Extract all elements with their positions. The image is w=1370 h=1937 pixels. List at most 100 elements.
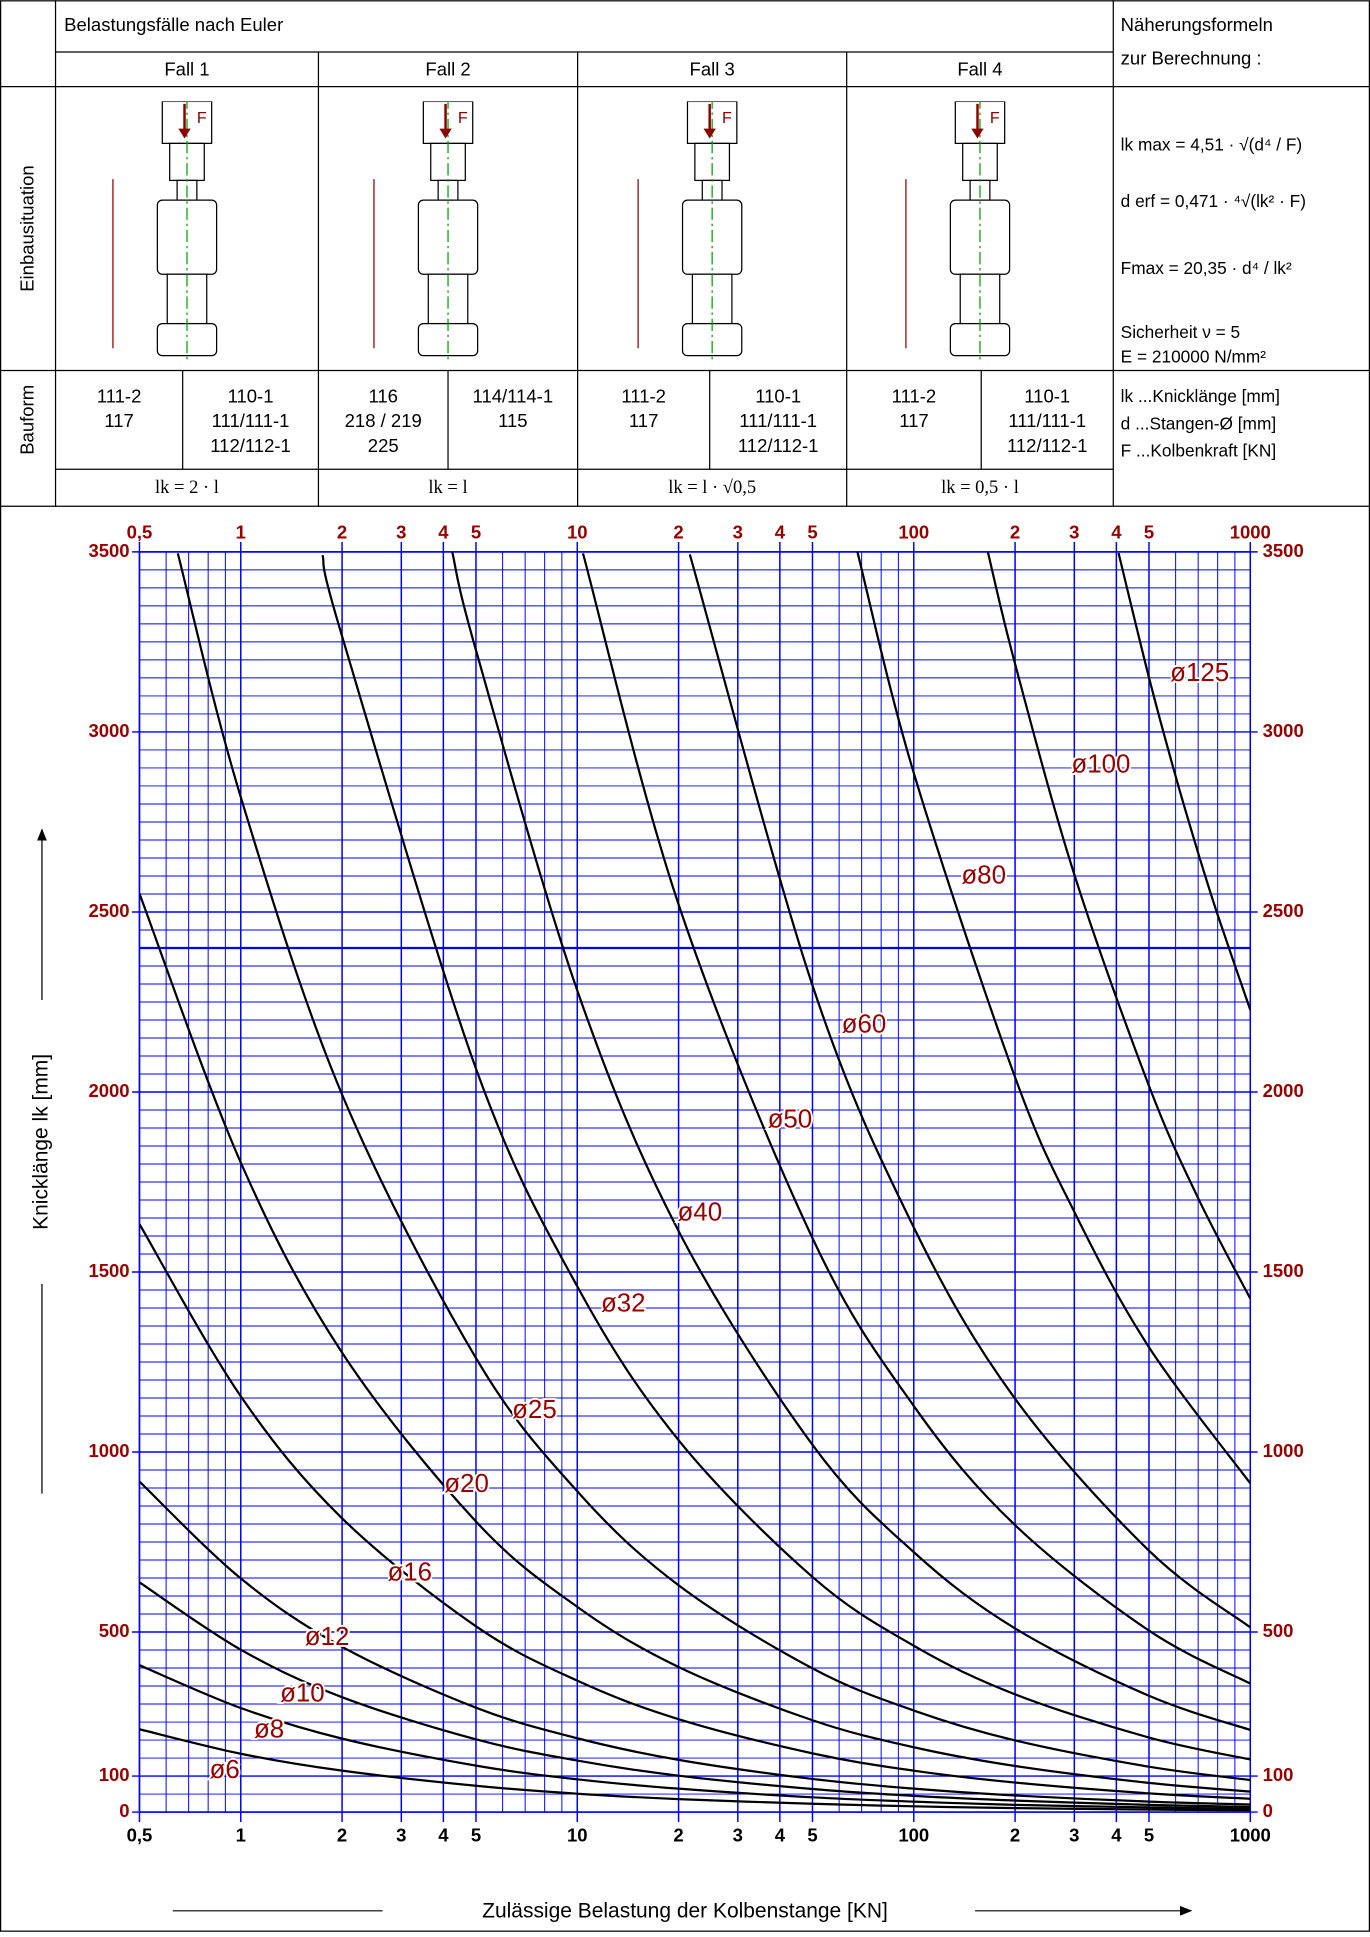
- curve-label: ø125: [1170, 659, 1229, 687]
- x-tick-label: 4: [775, 1825, 786, 1846]
- curve: [139, 1223, 1251, 1800]
- y-tick-label: 500: [99, 1620, 130, 1641]
- curve-label: ø16: [387, 1559, 432, 1587]
- cylinder-drawing: [950, 96, 1009, 360]
- row-label: Bauform: [16, 385, 37, 455]
- force-label: F: [458, 109, 468, 127]
- y-tick-label: 1000: [1263, 1440, 1304, 1461]
- curve: [321, 554, 1251, 1761]
- design-code: 111/111-1: [1008, 410, 1086, 431]
- formula: lk max = 4,51 · √(d⁴ / F): [1121, 134, 1302, 154]
- curve: [139, 1480, 1251, 1806]
- x-tick-label: 0,5: [127, 521, 153, 542]
- case-label: Fall 1: [164, 58, 209, 79]
- y-tick-label: 3000: [88, 720, 129, 741]
- curve-label: ø10: [280, 1680, 325, 1708]
- y-tick-label: 2000: [88, 1080, 129, 1101]
- cylinder-drawing: [157, 96, 216, 360]
- curve: [986, 551, 1251, 1300]
- x-tick-label: 2: [337, 1825, 347, 1846]
- y-tick-label: 0: [1263, 1800, 1273, 1821]
- design-code: 115: [498, 410, 528, 431]
- curve: [688, 554, 1251, 1629]
- formula: Fmax = 20,35 · d⁴ / lk²: [1121, 258, 1292, 278]
- force-label: F: [990, 109, 1000, 127]
- x-tick-label: 3: [733, 521, 743, 542]
- x-tick-label: 3: [733, 1825, 743, 1846]
- x-tick-label: 1: [236, 521, 246, 542]
- x-tick-label: 2: [1010, 521, 1020, 542]
- design-code: 110-1: [1024, 386, 1070, 407]
- x-tick-label: 4: [775, 521, 786, 542]
- x-tick-label: 100: [898, 521, 929, 542]
- x-tick-label: 1: [236, 1825, 246, 1846]
- x-tick-label: 10: [567, 1825, 588, 1846]
- design-code: 112/112-1: [1007, 435, 1088, 456]
- design-code: 111/111-1: [212, 410, 290, 431]
- curve-label: ø40: [677, 1198, 722, 1226]
- x-tick-label: 3: [1069, 1825, 1079, 1846]
- design-code: 110-1: [228, 386, 274, 407]
- design-code: 111/111-1: [739, 410, 817, 431]
- curve: [139, 893, 1251, 1793]
- design-code: 117: [899, 410, 929, 431]
- row-label: Einbausituation: [16, 165, 37, 292]
- curve: [581, 553, 1251, 1685]
- lk-formula: lk = l: [428, 478, 467, 498]
- formula: d erf = 0,471 · ⁴√(lk² · F): [1121, 191, 1306, 211]
- x-tick-label: 1000: [1230, 1825, 1271, 1846]
- design-code: 110-1: [755, 386, 801, 407]
- curve: [1117, 552, 1251, 1011]
- design-code: 112/112-1: [210, 435, 291, 456]
- y-tick-label: 0: [119, 1800, 129, 1821]
- design-code: 117: [104, 410, 134, 431]
- curve-label: ø50: [768, 1106, 813, 1134]
- x-tick-label: 2: [337, 521, 347, 542]
- lk-formula: lk = l · √0,5: [668, 478, 756, 498]
- x-tick-label: 5: [1144, 1825, 1154, 1846]
- design-code: 218 / 219: [345, 410, 422, 431]
- design-code: 111-2: [892, 386, 937, 407]
- lk-formula: lk = 0,5 · l: [941, 478, 1019, 498]
- x-tick-label: 5: [807, 1825, 817, 1846]
- curve: [451, 551, 1251, 1732]
- curve-label: ø8: [254, 1715, 284, 1743]
- x-tick-label: 10: [567, 521, 588, 542]
- cylinder-drawing: [683, 96, 742, 360]
- x-tick-label: 4: [1111, 1825, 1122, 1846]
- curve: [139, 1581, 1251, 1809]
- x-axis-label: Zulässige Belastung der Kolbenstange [KN…: [482, 1900, 888, 1923]
- note: lk ...Knicklänge [mm]: [1121, 386, 1280, 406]
- x-tick-label: 3: [1069, 521, 1079, 542]
- design-code: 111-2: [97, 386, 142, 407]
- x-tick-label: 100: [898, 1825, 929, 1846]
- side-title: Näherungsformeln: [1121, 14, 1273, 35]
- case-label: Fall 3: [690, 58, 735, 79]
- curve-label: ø20: [444, 1470, 489, 1498]
- x-tick-label: 2: [673, 521, 683, 542]
- curve: [856, 551, 1251, 1485]
- side-title: zur Berechnung :: [1121, 47, 1262, 68]
- curve-label: ø25: [512, 1396, 557, 1424]
- x-tick-label: 5: [807, 521, 817, 542]
- y-tick-label: 3500: [1263, 540, 1304, 561]
- x-tick-label: 4: [438, 521, 449, 542]
- force-label: F: [722, 109, 732, 127]
- design-code: 116: [368, 386, 398, 407]
- curve-label: ø6: [210, 1756, 240, 1784]
- case-label: Fall 2: [425, 58, 470, 79]
- y-axis-label: Knicklänge lk [mm]: [30, 1054, 53, 1230]
- curve: [139, 1728, 1251, 1812]
- header-title: Belastungsfälle nach Euler: [64, 14, 283, 35]
- x-tick-label: 3: [396, 521, 406, 542]
- x-tick-label: 4: [1111, 521, 1122, 542]
- y-tick-label: 100: [99, 1764, 130, 1785]
- note: F ...Kolbenkraft [KN]: [1121, 441, 1276, 461]
- design-code: 112/112-1: [738, 435, 819, 456]
- x-tick-label: 2: [673, 1825, 683, 1846]
- y-tick-label: 2000: [1263, 1080, 1304, 1101]
- constant: Sicherheit ν = 5: [1121, 322, 1241, 342]
- x-tick-label: 5: [1144, 521, 1154, 542]
- curve: [139, 1664, 1251, 1810]
